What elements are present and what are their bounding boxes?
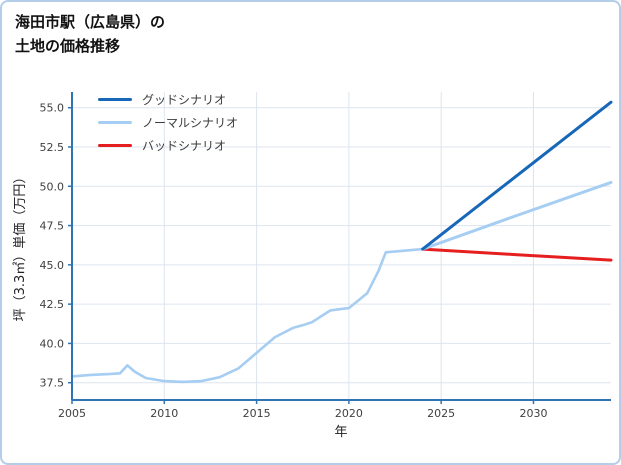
svg-text:2010: 2010	[150, 407, 178, 420]
good-scenario-line-swatch	[98, 97, 132, 101]
y-axis-label: 坪（3.3㎡）単価（万円）	[12, 171, 28, 322]
svg-text:52.5: 52.5	[40, 141, 65, 154]
chart-title: 海田市駅（広島県）の 土地の価格推移	[15, 10, 165, 58]
legend: グッドシナリオ ノーマルシナリオ バッドシナリオ	[98, 90, 238, 154]
x-axis-label: 年	[334, 425, 347, 440]
svg-text:45.0: 45.0	[40, 259, 65, 272]
svg-text:50.0: 50.0	[40, 180, 65, 193]
svg-text:42.5: 42.5	[40, 298, 65, 311]
normal-scenario-line-swatch	[98, 120, 132, 124]
svg-text:55.0: 55.0	[40, 102, 65, 115]
svg-text:2015: 2015	[243, 407, 271, 420]
svg-text:2025: 2025	[427, 407, 455, 420]
legend-item-normal-scenario: ノーマルシナリオ	[98, 113, 238, 131]
svg-text:40.0: 40.0	[40, 337, 65, 350]
legend-label-good-scenario: グッドシナリオ	[142, 92, 227, 107]
svg-text:2030: 2030	[519, 407, 547, 420]
svg-text:2020: 2020	[335, 407, 363, 420]
chart-title-line1: 海田市駅（広島県）の	[15, 13, 166, 31]
chart-title-line2: 土地の価格推移	[15, 37, 121, 55]
bad-scenario-line-swatch	[98, 143, 132, 147]
legend-label-bad-scenario: バッドシナリオ	[142, 138, 227, 153]
plot-area: 2005 2010 2015 2020 2025 2030 37.5 40.0 42.5 45.0…	[12, 92, 613, 440]
svg-text:2005: 2005	[58, 407, 86, 420]
svg-text:37.5: 37.5	[40, 377, 65, 390]
legend-item-good-scenario: グッドシナリオ	[98, 90, 238, 108]
legend-label-normal-scenario: ノーマルシナリオ	[142, 115, 239, 130]
legend-item-bad-scenario: バッドシナリオ	[98, 136, 238, 154]
svg-text:47.5: 47.5	[40, 220, 65, 233]
